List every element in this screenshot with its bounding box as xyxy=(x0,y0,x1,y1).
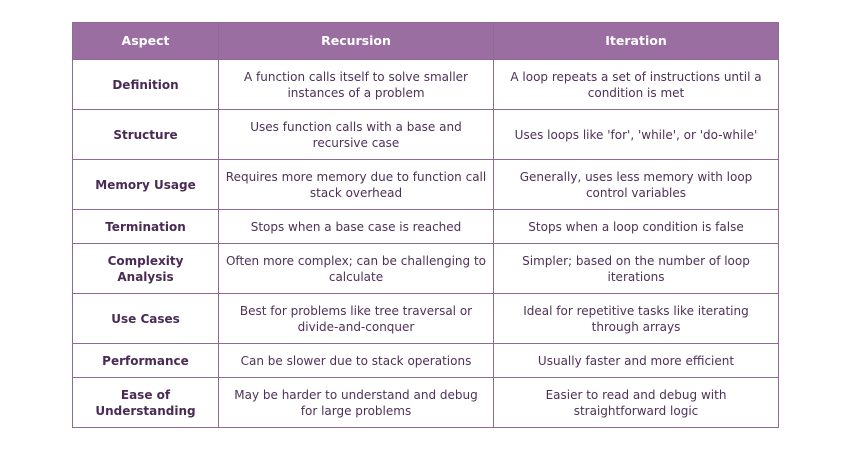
table-cell: Stops when a loop condition is false xyxy=(493,209,779,244)
table-row: Memory Usage Requires more memory due to … xyxy=(72,159,779,210)
table-cell: Uses loops like 'for', 'while', or 'do-w… xyxy=(493,109,779,160)
aspect-cell: Structure xyxy=(72,109,219,160)
table-cell: Usually faster and more efficient xyxy=(493,343,779,378)
table-row: Termination Stops when a base case is rea… xyxy=(72,209,779,244)
table-cell: Requires more memory due to function cal… xyxy=(218,159,494,210)
comparison-table: Aspect Recursion Iteration Definition A fun… xyxy=(72,22,779,428)
aspect-cell: Definition xyxy=(72,59,219,110)
table-cell: Simpler; based on the number of loop ite… xyxy=(493,243,779,294)
table-cell: May be harder to understand and debug fo… xyxy=(218,377,494,428)
table-cell: Can be slower due to stack operations xyxy=(218,343,494,378)
table-row: Ease of Understanding May be harder to un… xyxy=(72,377,779,428)
table-row: Structure Uses function calls with a base… xyxy=(72,109,779,160)
table-cell: A loop repeats a set of instructions unt… xyxy=(493,59,779,110)
table-row: Complexity Analysis Often more complex; c… xyxy=(72,243,779,294)
aspect-cell: Ease of Understanding xyxy=(72,377,219,428)
header-cell: Recursion xyxy=(218,22,494,60)
header-cell: Iteration xyxy=(493,22,779,60)
aspect-cell: Performance xyxy=(72,343,219,378)
header-cell: Aspect xyxy=(72,22,219,60)
table-cell: Best for problems like tree traversal or… xyxy=(218,293,494,344)
table-cell: Often more complex; can be challenging t… xyxy=(218,243,494,294)
aspect-cell: Termination xyxy=(72,209,219,244)
table-cell: Uses function calls with a base and recu… xyxy=(218,109,494,160)
aspect-cell: Complexity Analysis xyxy=(72,243,219,294)
table-cell: A function calls itself to solve smaller… xyxy=(218,59,494,110)
table-container: Aspect Recursion Iteration Definition A fun… xyxy=(72,22,779,428)
table-cell: Stops when a base case is reached xyxy=(218,209,494,244)
table-row: Definition A function calls itself to sol… xyxy=(72,59,779,110)
table-cell: Generally, uses less memory with loop co… xyxy=(493,159,779,210)
aspect-cell: Use Cases xyxy=(72,293,219,344)
header-row: Aspect Recursion Iteration xyxy=(72,22,779,60)
table-row: Performance Can be slower due to stack op… xyxy=(72,343,779,378)
table-cell: Ideal for repetitive tasks like iteratin… xyxy=(493,293,779,344)
table-cell: Easier to read and debug with straightfo… xyxy=(493,377,779,428)
table-row: Use Cases Best for problems like tree tra… xyxy=(72,293,779,344)
aspect-cell: Memory Usage xyxy=(72,159,219,210)
